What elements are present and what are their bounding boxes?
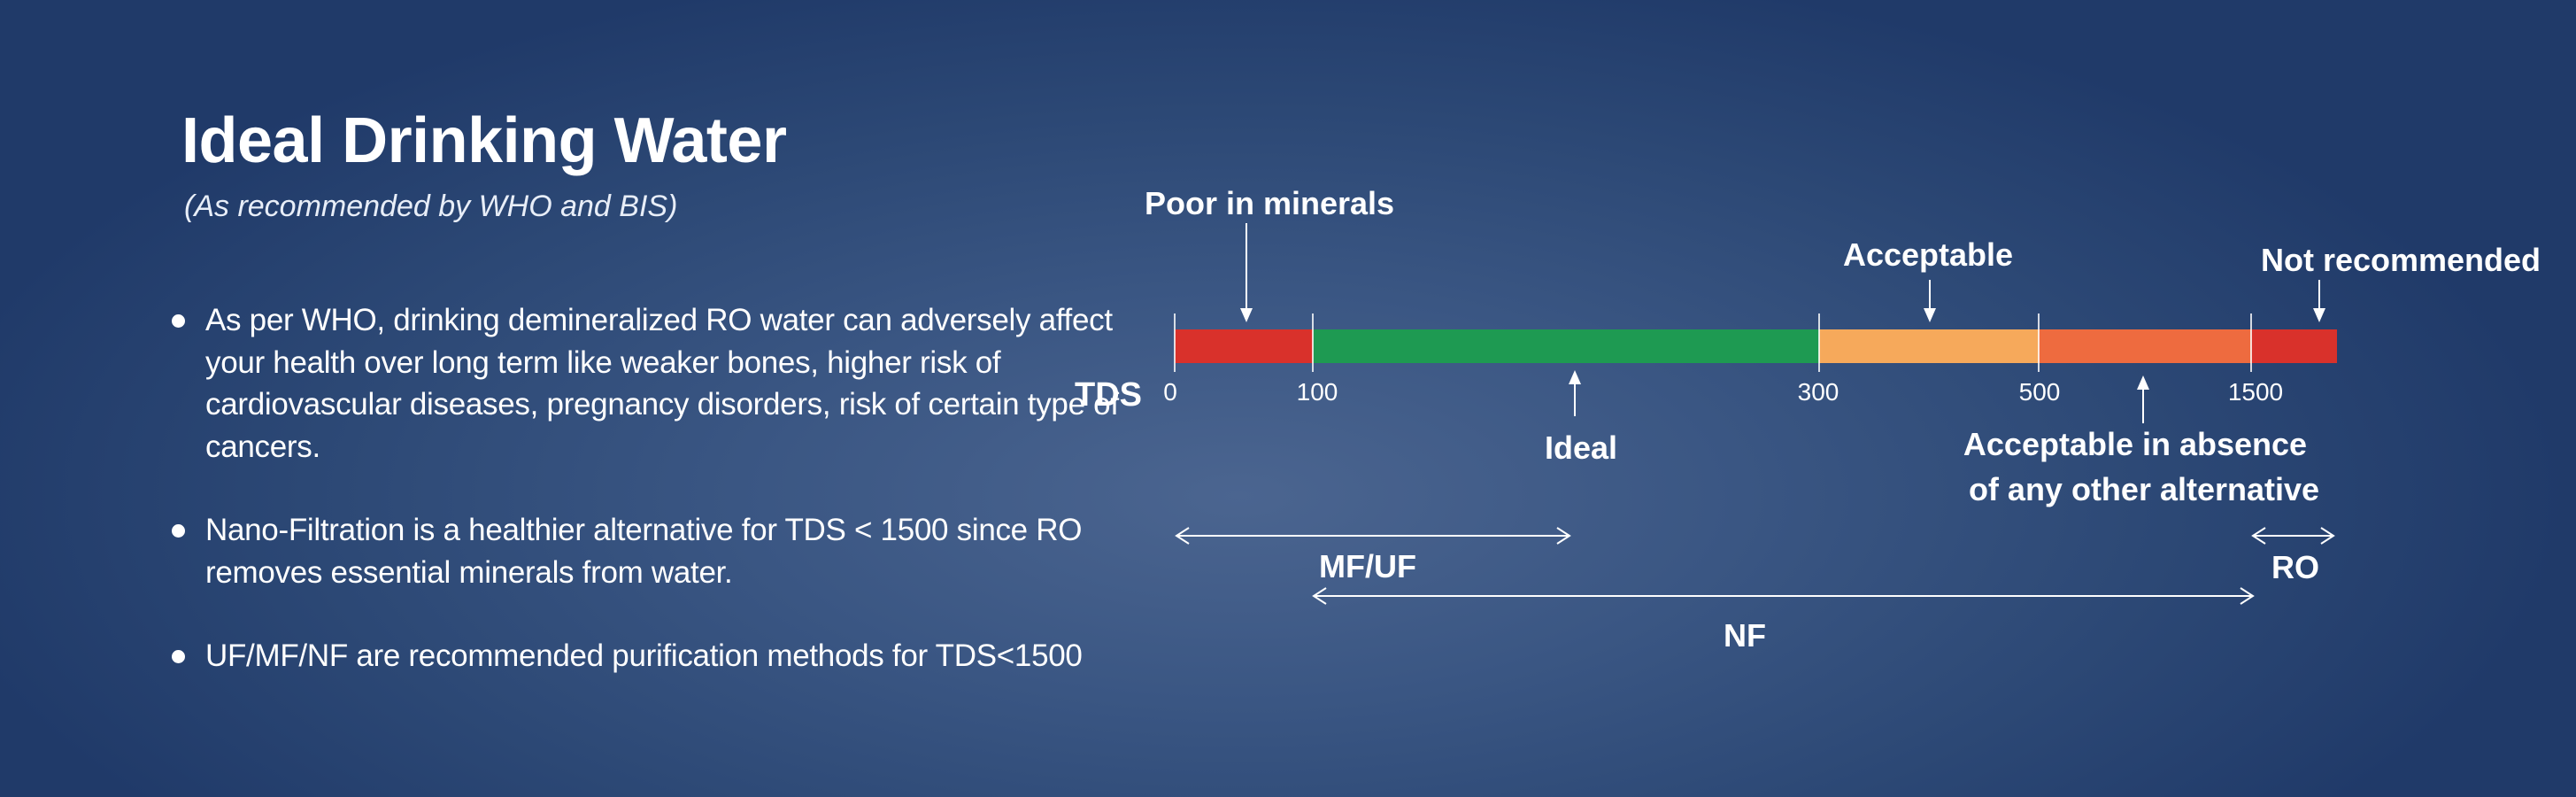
- page-title: Ideal Drinking Water: [181, 105, 787, 176]
- tds-tick-lines: [1174, 313, 2252, 372]
- tds-segment-300-500: [1819, 329, 2039, 363]
- bullet-text: UF/MF/NF are recommended purification me…: [205, 638, 1083, 673]
- arrow-up-icon: [2137, 375, 2149, 423]
- page-subtitle: (As recommended by WHO and BIS): [184, 190, 678, 223]
- arrow-down-icon: [1924, 280, 1936, 322]
- tick-label-300: 300: [1798, 378, 1839, 406]
- nf-range-arrow-icon: [1312, 587, 2255, 605]
- tick-label-500: 500: [2019, 378, 2061, 406]
- tick-label-0: 0: [1163, 378, 1177, 406]
- bullet-item-nano-filtration: Nano-Filtration is a healthier alternati…: [170, 509, 1170, 593]
- bullet-dot-icon: [172, 314, 185, 328]
- tds-bar: [1175, 329, 2337, 363]
- tds-segment-above-1500: [2251, 329, 2337, 363]
- ro-range-arrow-icon: [2251, 527, 2335, 545]
- label-acceptable-in-absence-line1: Acceptable in absence: [1963, 426, 2307, 462]
- tick-label-100: 100: [1297, 378, 1338, 406]
- tds-segment-500-1500: [2039, 329, 2251, 363]
- bullet-text: As per WHO, drinking demineralized RO wa…: [205, 303, 1119, 464]
- arrow-down-icon: [2313, 280, 2325, 322]
- bullet-list: As per WHO, drinking demineralized RO wa…: [170, 299, 1170, 719]
- arrow-down-icon: [1240, 223, 1253, 322]
- bullet-item-who: As per WHO, drinking demineralized RO wa…: [170, 299, 1170, 468]
- tds-segment-0-100: [1175, 329, 1313, 363]
- arrow-up-icon: [1569, 370, 1581, 416]
- bullet-dot-icon: [172, 650, 185, 663]
- label-ro: RO: [2271, 549, 2319, 585]
- label-ideal: Ideal: [1545, 429, 1617, 466]
- bullet-item-methods: UF/MF/NF are recommended purification me…: [170, 635, 1170, 677]
- label-acceptable: Acceptable: [1843, 236, 2013, 273]
- tds-segment-100-300: [1313, 329, 1819, 363]
- bullet-dot-icon: [172, 524, 185, 538]
- label-acceptable-in-absence-line2: of any other alternative: [1969, 471, 2319, 507]
- label-nf: NF: [1724, 617, 1766, 654]
- label-mfuf: MF/UF: [1319, 548, 1416, 584]
- label-not-recommended: Not recommended: [2261, 242, 2541, 278]
- tds-axis-label: TDS: [1075, 376, 1142, 414]
- bullet-text: Nano-Filtration is a healthier alternati…: [205, 513, 1083, 590]
- mfuf-range-arrow-icon: [1175, 527, 1571, 545]
- label-poor-in-minerals: Poor in minerals: [1145, 185, 1394, 221]
- tick-label-1500: 1500: [2228, 378, 2283, 406]
